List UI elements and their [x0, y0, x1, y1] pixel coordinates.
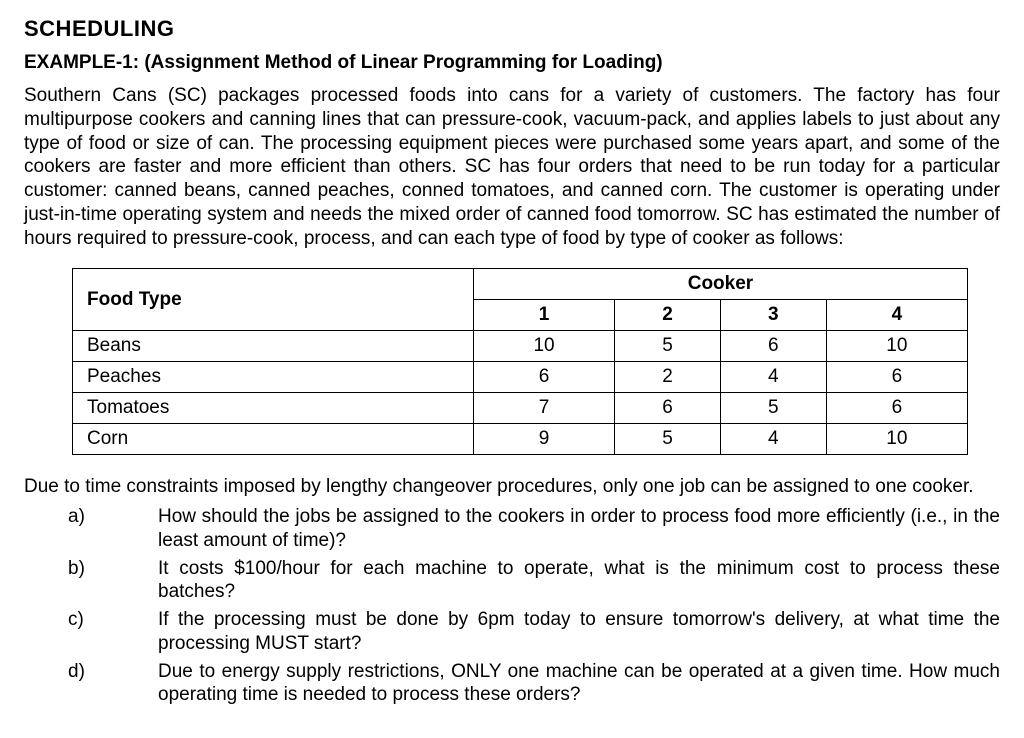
col-header-1: 1 [473, 300, 614, 331]
page-title: SCHEDULING [24, 16, 1000, 42]
problem-paragraph: Southern Cans (SC) packages processed fo… [24, 84, 1000, 250]
table-row: Tomatoes 7 6 5 6 [73, 393, 968, 424]
cell: 6 [720, 331, 826, 362]
question-text: How should the jobs be assigned to the c… [158, 505, 1000, 553]
table-row: Peaches 6 2 4 6 [73, 362, 968, 393]
row-label: Tomatoes [73, 393, 474, 424]
cell: 6 [826, 393, 967, 424]
constraint-text: Due to time constraints imposed by lengt… [24, 475, 1000, 499]
question-label: d) [24, 660, 158, 684]
question-item: b) It costs $100/hour for each machine t… [24, 557, 1000, 605]
col-header-2: 2 [615, 300, 721, 331]
question-label: c) [24, 608, 158, 632]
cell: 7 [473, 393, 614, 424]
cell: 5 [615, 424, 721, 455]
cell: 4 [720, 362, 826, 393]
example-heading: EXAMPLE-1: (Assignment Method of Linear … [24, 52, 1000, 74]
question-text: Due to energy supply restrictions, ONLY … [158, 660, 1000, 708]
row-label: Peaches [73, 362, 474, 393]
question-item: a) How should the jobs be assigned to th… [24, 505, 1000, 553]
col-group-label: Cooker [473, 269, 967, 300]
cell: 5 [615, 331, 721, 362]
table-header-row-1: Food Type Cooker [73, 269, 968, 300]
question-item: d) Due to energy supply restrictions, ON… [24, 660, 1000, 708]
cell: 6 [615, 393, 721, 424]
cell: 4 [720, 424, 826, 455]
cell: 10 [473, 331, 614, 362]
question-label: a) [24, 505, 158, 529]
cell: 6 [473, 362, 614, 393]
cell: 5 [720, 393, 826, 424]
cell: 9 [473, 424, 614, 455]
cell: 10 [826, 331, 967, 362]
hours-table-container: Food Type Cooker 1 2 3 4 Beans 10 5 6 10… [24, 268, 1000, 455]
row-header-label: Food Type [73, 269, 474, 331]
table-row: Beans 10 5 6 10 [73, 331, 968, 362]
question-list: a) How should the jobs be assigned to th… [24, 505, 1000, 707]
table-row: Corn 9 5 4 10 [73, 424, 968, 455]
page-container: SCHEDULING EXAMPLE-1: (Assignment Method… [0, 0, 1024, 738]
col-header-3: 3 [720, 300, 826, 331]
cell: 6 [826, 362, 967, 393]
cell: 2 [615, 362, 721, 393]
row-label: Corn [73, 424, 474, 455]
question-item: c) If the processing must be done by 6pm… [24, 608, 1000, 656]
col-header-4: 4 [826, 300, 967, 331]
cell: 10 [826, 424, 967, 455]
question-label: b) [24, 557, 158, 581]
question-text: It costs $100/hour for each machine to o… [158, 557, 1000, 605]
question-text: If the processing must be done by 6pm to… [158, 608, 1000, 656]
row-label: Beans [73, 331, 474, 362]
hours-table: Food Type Cooker 1 2 3 4 Beans 10 5 6 10… [72, 268, 968, 455]
